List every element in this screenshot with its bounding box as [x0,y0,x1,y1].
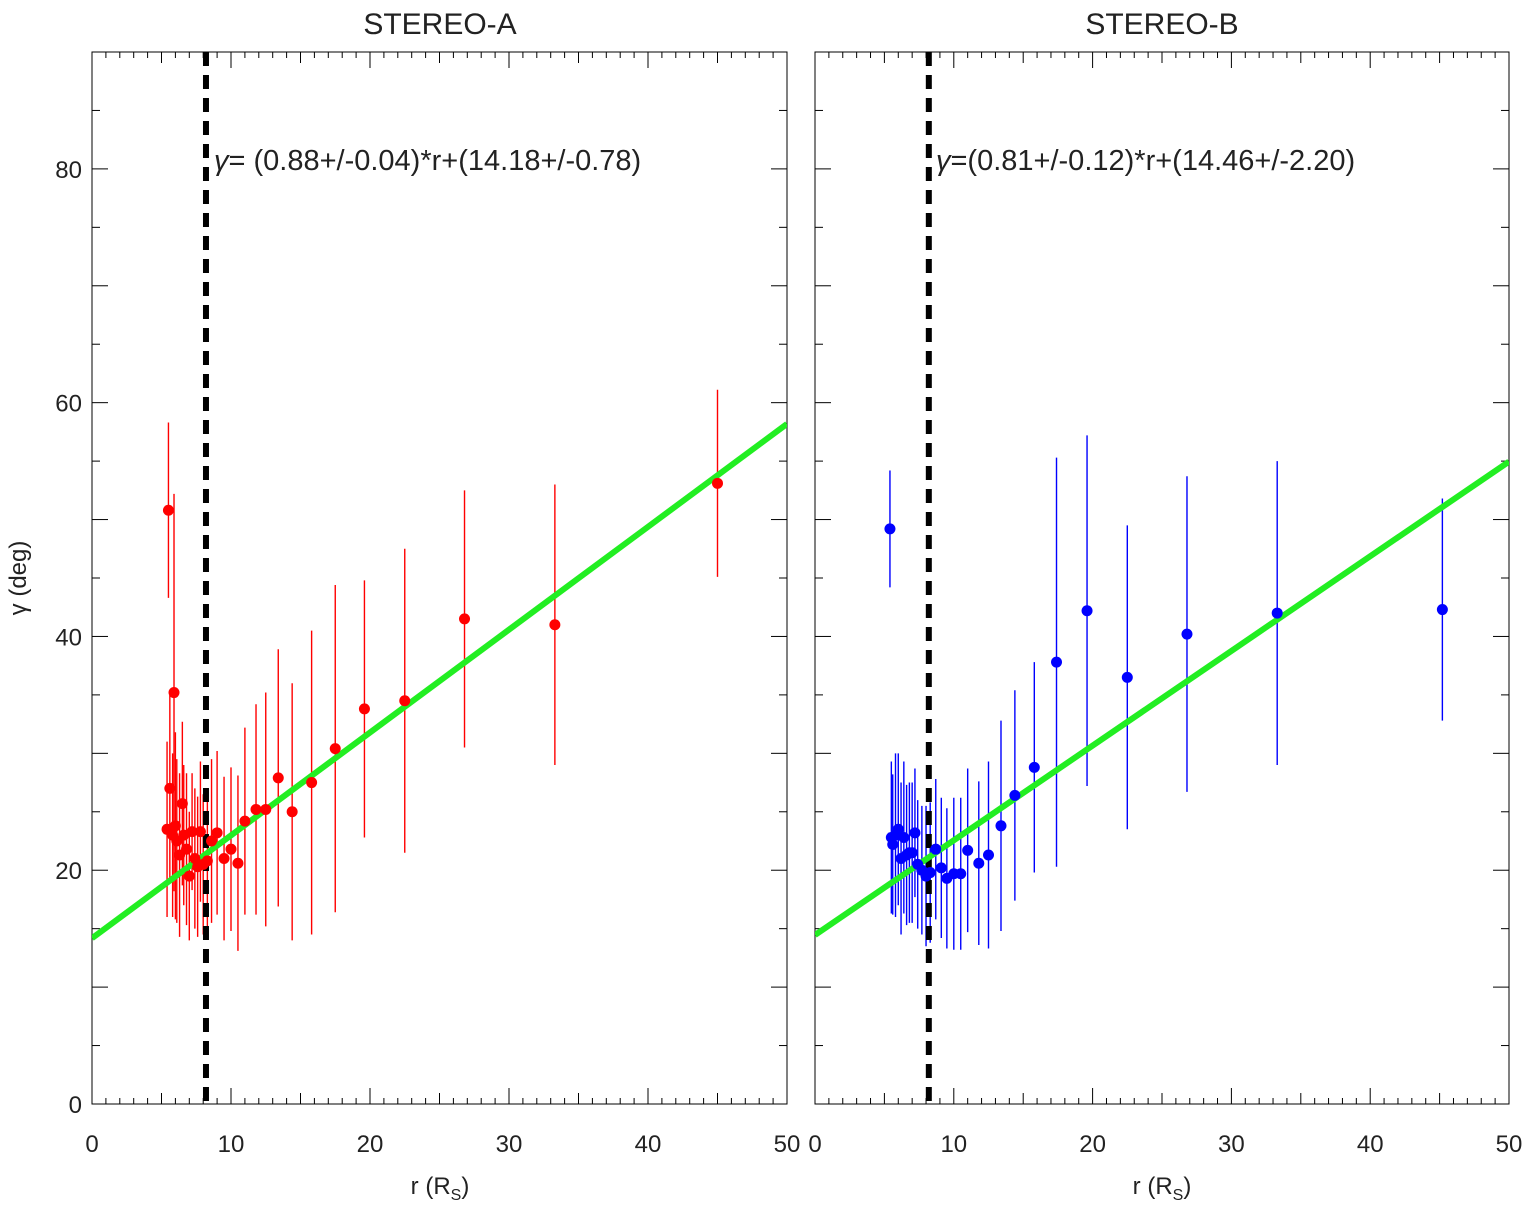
data-point [211,827,223,839]
data-point [183,870,195,882]
x-tick-label: 30 [1218,1131,1245,1158]
data-point [1271,607,1283,619]
data-point [358,703,370,715]
data-point [1028,761,1040,773]
data-point [306,777,318,789]
gamma-symbol: γ [936,145,952,177]
x-tick-label: 50 [774,1131,801,1158]
x-axis-label-subscript: S [1173,1187,1184,1204]
data-point [181,843,193,855]
data-point [1009,789,1021,801]
panel-title: STEREO-A [363,8,516,41]
data-point [1051,656,1063,668]
data-point [935,862,947,874]
panel-title: STEREO-B [1085,8,1238,41]
x-axis-label-subscript: S [451,1187,462,1204]
data-point [272,772,284,784]
data-point [887,839,899,851]
data-point [169,820,181,832]
data-point [178,829,190,841]
data-point [239,815,251,827]
x-tick-label: 30 [496,1131,523,1158]
data-point [232,857,244,869]
data-point [898,831,910,843]
data-point [962,844,974,856]
data-point [459,613,471,625]
x-tick-label: 50 [1496,1131,1523,1158]
equation-text: =(0.81+/-0.12)*r+(14.46+/-2.20) [951,145,1356,177]
data-point [884,523,896,535]
x-axis-label-main: r (R [1133,1173,1173,1200]
data-point [1121,671,1133,683]
x-tick-label: 10 [940,1131,967,1158]
data-point [329,743,341,755]
data-point [399,695,411,707]
data-point [201,855,213,867]
y-tick-label: 20 [55,858,82,885]
data-point [168,687,180,699]
data-point [186,826,198,838]
data-point [924,867,936,879]
data-point [225,843,237,855]
data-point [1436,604,1448,616]
x-tick-label: 20 [1079,1131,1106,1158]
fit-line [815,459,1509,938]
data-layer [92,52,787,1104]
data-point [162,504,174,516]
data-point [983,849,994,861]
y-tick-label: 60 [55,391,82,418]
data-point [1081,605,1093,617]
data-point [909,827,921,839]
x-axis-label-close: ) [461,1173,469,1200]
panel-stereo-a: STEREO-A 0 10 20 30 40 50 0 20 40 60 80 γ= (0.88+/… [55,8,800,1204]
x-tick-label: 0 [808,1131,821,1158]
y-tick-label: 0 [69,1092,82,1119]
data-point [712,477,723,489]
x-tick-label: 40 [635,1131,662,1158]
data-point [995,820,1007,832]
fit-line [92,421,787,941]
x-tick-label: 20 [357,1131,384,1158]
data-point [164,782,176,794]
plot-frame [814,51,1510,1105]
data-point [260,803,272,815]
data-point [906,847,918,859]
data-point [286,806,298,818]
data-point [218,853,230,865]
panel-stereo-b: STEREO-B 0 10 20 30 40 50 γ=(0.81+/-0.12)*r+(… [808,8,1522,1204]
x-axis-label-close: ) [1183,1173,1191,1200]
data-point [1181,628,1193,640]
equation-text: = (0.88+/-0.04)*r+(14.18+/-0.78) [229,145,642,177]
x-axis-label: r (RS) [411,1173,470,1204]
data-point [206,835,218,847]
y-axis-label: γ (deg) [5,541,32,616]
x-tick-label: 10 [218,1131,245,1158]
data-point [194,826,206,838]
data-point [930,843,942,855]
x-tick-label: 0 [85,1131,98,1158]
y-tick-label: 80 [55,157,82,184]
x-axis-label-main: r (R [411,1173,451,1200]
data-point [955,868,967,880]
data-point [549,619,561,631]
data-layer [815,52,1509,1104]
data-point [973,857,985,869]
plot-area: 0 10 20 30 40 50 [808,51,1523,1158]
plot-area: 0 10 20 30 40 50 0 20 40 60 80 [55,51,801,1158]
data-point [176,798,188,810]
data-point [250,803,262,815]
data-point [892,823,904,835]
plot-frame [91,51,788,1105]
x-tick-label: 40 [1357,1131,1384,1158]
gamma-symbol: γ [214,145,230,177]
x-axis-label: r (RS) [1133,1173,1192,1204]
fit-equation: γ=(0.81+/-0.12)*r+(14.46+/-2.20) [936,145,1355,177]
y-tick-label: 40 [55,624,82,651]
fit-equation: γ= (0.88+/-0.04)*r+(14.18+/-0.78) [214,145,641,177]
